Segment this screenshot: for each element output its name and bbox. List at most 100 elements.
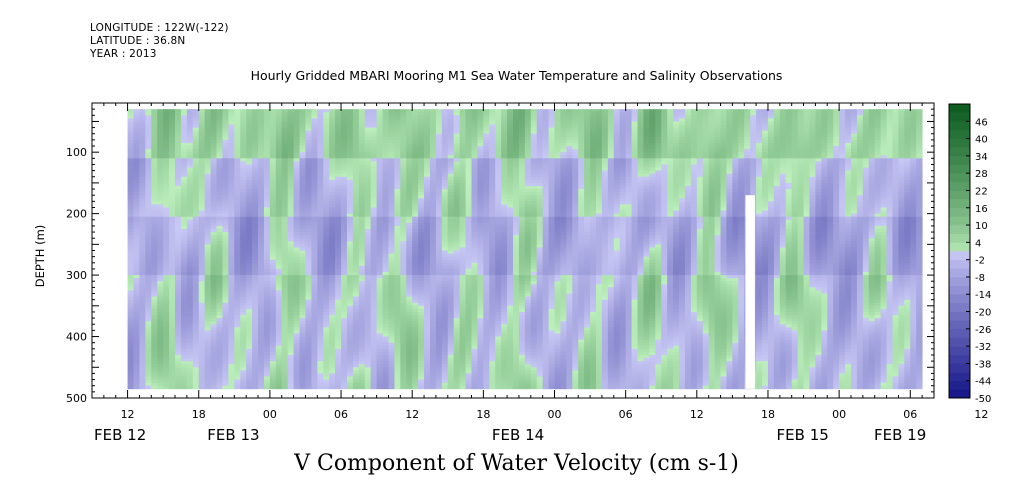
heatmap-cell [424,182,431,187]
heatmap-cell [145,189,152,193]
heatmap-cell [281,305,289,310]
heatmap-cell [441,235,449,239]
heatmap-cell [441,228,449,233]
heatmap-cell [234,247,241,251]
heatmap-cell [346,272,354,276]
heatmap-cell [127,385,134,390]
heatmap-cell [317,127,324,132]
heatmap-cell [311,330,318,334]
heatmap-cell [341,115,348,119]
heatmap-cell [281,348,289,353]
heatmap-cell [139,241,146,245]
heatmap-cell [198,152,206,156]
heatmap-cell [358,109,366,113]
heatmap-cell [180,155,188,159]
heatmap-cell [192,139,200,144]
heatmap-cell [145,296,152,301]
heatmap-cell [133,189,140,193]
heatmap-cell [281,130,289,135]
heatmap-cell [275,345,283,350]
heatmap-cell [358,170,366,175]
heatmap-cell [127,361,134,365]
heatmap-cell [352,173,360,178]
heatmap-cell [139,192,146,196]
heatmap-cell [145,287,152,291]
heatmap-cell [406,167,413,171]
heatmap-cell [435,364,443,368]
heatmap-cell [346,244,354,248]
heatmap-cell [275,265,283,270]
heatmap-cell [192,173,200,178]
heatmap-cell [323,238,330,242]
heatmap-cell [323,278,330,282]
heatmap-cell [441,222,449,227]
heatmap-cell [382,308,389,313]
heatmap-cell [198,124,206,128]
heatmap-cell [341,299,348,304]
heatmap-cell [210,364,217,368]
heatmap-cell [388,195,395,199]
heatmap-cell [139,189,146,193]
heatmap-cell [240,296,247,301]
heatmap-cell [216,176,223,181]
heatmap-cell [424,207,431,211]
heatmap-cell [210,235,217,239]
heatmap-cell [252,330,259,334]
heatmap-cell [406,324,413,328]
heatmap-cell [370,216,378,221]
heatmap-cell [246,302,253,307]
heatmap-cell [263,296,271,301]
heatmap-cell [382,385,389,390]
heatmap-cell [228,330,235,334]
heatmap-cell [157,284,164,288]
heatmap-cell [352,330,360,334]
heatmap-cell [222,373,229,377]
heatmap-cell [370,241,378,245]
heatmap-cell [198,130,206,135]
heatmap-cell [139,305,146,310]
heatmap-cell [346,287,354,291]
heatmap-cell [293,351,300,356]
heatmap-cell [133,253,140,258]
heatmap-cell [180,379,188,384]
heatmap-cell [281,198,289,202]
heatmap-cell [341,311,348,316]
heatmap-cell [441,354,449,359]
heatmap-cell [358,351,366,356]
heatmap-cell [299,158,306,162]
heatmap-cell [406,176,413,181]
heatmap-cell [441,333,449,337]
heatmap-cell [424,136,431,141]
heatmap-cell [263,385,271,390]
heatmap-cell [133,318,140,322]
heatmap-cell [346,238,354,242]
heatmap-cell [180,321,188,325]
heatmap-cell [388,210,395,215]
heatmap-cell [376,367,383,371]
heatmap-cell [151,133,158,138]
heatmap-cell [186,284,194,288]
heatmap-cell [151,139,158,144]
heatmap-cell [370,244,378,248]
heatmap-cell [186,364,194,368]
heatmap-cell [382,152,389,156]
heatmap-cell [281,124,289,128]
heatmap-cell [145,235,152,239]
heatmap-cell [358,330,366,334]
heatmap-cell [441,247,449,251]
heatmap-cell [240,170,247,175]
heatmap-cell [418,370,425,374]
heatmap-cell [151,354,158,359]
heatmap-cell [269,149,277,153]
heatmap-cell [139,152,146,156]
heatmap-cell [222,330,229,334]
heatmap-cell [252,222,259,227]
heatmap-cell [275,351,283,356]
heatmap-cell [352,259,360,264]
heatmap-cell [151,315,158,319]
heatmap-cell [341,213,348,218]
heatmap-cell [346,146,354,150]
heatmap-cell [127,327,134,331]
heatmap-cell [175,207,182,211]
heatmap-cell [352,133,360,138]
